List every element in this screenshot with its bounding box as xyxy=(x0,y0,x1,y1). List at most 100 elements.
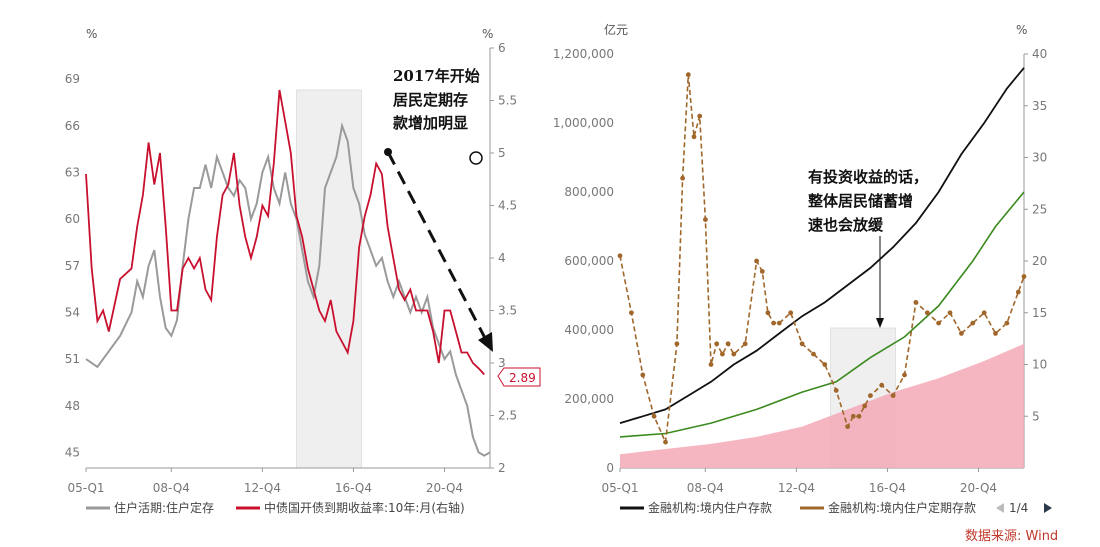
y2-tick-label: 35 xyxy=(1032,99,1047,113)
series-brown-point xyxy=(708,362,714,367)
y-tick-label: 60 xyxy=(65,212,80,226)
y2-tick-label: 4.5 xyxy=(498,199,517,213)
end-value-box xyxy=(497,367,541,387)
series-brown-point xyxy=(947,310,953,316)
y2-tick-label: 2 xyxy=(498,461,506,475)
series-green-line xyxy=(619,191,1025,438)
y-tick-label: 1,200,000 xyxy=(553,47,614,61)
series-brown-point xyxy=(879,382,885,388)
right-annotation-line-1: 有投资收益的话， xyxy=(808,168,928,186)
series-brown-point xyxy=(651,413,657,419)
right-chart-x-ticks: 05-Q1 08-Q4 12-Q4 16-Q4 20-Q4 xyxy=(601,468,997,495)
series-brown-point xyxy=(685,72,691,78)
triangle-right-icon[interactable] xyxy=(1044,503,1052,513)
y-tick-label: 800,000 xyxy=(564,185,614,199)
right-chart-series xyxy=(617,67,1027,468)
series-black-line xyxy=(619,67,1025,424)
series-brown-point xyxy=(936,320,941,326)
y2-tick-label: 3 xyxy=(498,356,506,370)
x-tick-label: 08-Q4 xyxy=(153,481,190,495)
x-tick-label: 16-Q4 xyxy=(869,481,906,495)
right-annotation-line-3: 速也会放缓 xyxy=(808,216,884,234)
y2-tick-label: 3.5 xyxy=(498,304,517,318)
y2-tick-label: 40 xyxy=(1032,47,1047,61)
legend-label-brown: 金融机构:境内住户定期存款 xyxy=(828,500,976,515)
series-brown-point xyxy=(811,351,816,357)
series-brown-point xyxy=(902,372,907,378)
triangle-left-icon[interactable] xyxy=(996,503,1004,513)
series-brown-point xyxy=(959,331,964,336)
trend-arrow-start xyxy=(384,148,392,156)
x-tick-label: 20-Q4 xyxy=(960,481,997,495)
legend-label-gray: 住户活期:住户定存 xyxy=(114,500,214,515)
trend-arrow-head xyxy=(478,332,493,352)
series-brown-point xyxy=(913,300,919,305)
series-red-line xyxy=(85,89,485,376)
y-tick-label: 69 xyxy=(65,72,80,86)
y2-tick-label: 5 xyxy=(1032,409,1040,423)
x-tick-label: 16-Q4 xyxy=(335,481,372,495)
series-brown-point xyxy=(1021,274,1027,279)
data-source: 数据来源: Wind xyxy=(965,529,1058,544)
y-tick-label: 57 xyxy=(65,259,80,273)
y2-tick-label: 15 xyxy=(1032,306,1047,320)
y-tick-label: 66 xyxy=(65,119,80,133)
series-brown-point xyxy=(617,253,623,259)
series-brown-point xyxy=(981,310,987,316)
left-chart-right-axis-ticks: 2 2.5 3 3.5 4 4.5 5 5.5 6 xyxy=(490,41,517,475)
series-brown-point xyxy=(822,362,828,367)
marker-circle xyxy=(469,151,483,165)
annotation-pointer-head xyxy=(876,318,884,328)
series-brown-point xyxy=(720,351,725,357)
right-chart: 亿元 % 0 200,000 400,000 600,000 800,000 1,000,… xyxy=(553,22,1058,544)
series-brown-point xyxy=(993,331,998,336)
left-chart-series xyxy=(85,89,491,457)
y-tick-label: 51 xyxy=(65,352,80,366)
series-brown-point xyxy=(850,413,856,419)
series-brown-point xyxy=(788,310,794,316)
series-brown-point xyxy=(674,341,680,347)
series-brown-point xyxy=(771,320,776,326)
left-shaded-region xyxy=(296,89,362,469)
series-brown-point xyxy=(799,341,805,347)
series-brown-point xyxy=(691,134,697,140)
left-annotation-line-1: 2017年开始 xyxy=(393,67,480,85)
left-chart-x-ticks: 05-Q1 08-Q4 12-Q4 16-Q4 20-Q4 xyxy=(67,468,463,495)
end-value-text: 2.89 xyxy=(509,371,536,385)
series-brown-point xyxy=(742,341,748,347)
series-brown-point xyxy=(629,310,634,316)
series-brown-point xyxy=(703,217,708,223)
series-brown-point xyxy=(697,113,703,119)
series-brown-point xyxy=(868,393,873,398)
series-brown-point xyxy=(856,413,862,419)
series-brown-point xyxy=(725,341,731,347)
right-annotation-line-2: 整体居民储蓄增 xyxy=(808,192,913,210)
series-brown-point xyxy=(1004,320,1010,326)
y2-tick-label: 5 xyxy=(498,146,506,160)
y-tick-label: 600,000 xyxy=(564,254,614,268)
series-brown-point xyxy=(731,351,737,357)
legend-label-red: 中债国开债到期收益率:10年:月(右轴) xyxy=(264,500,465,515)
y2-tick-label: 5.5 xyxy=(498,94,517,108)
series-brown-point xyxy=(845,424,850,429)
series-brown-line xyxy=(619,74,1025,446)
series-gray-line xyxy=(85,121,491,457)
right-y2-unit: % xyxy=(1016,23,1027,37)
series-brown-point xyxy=(759,269,765,274)
left-chart: % % 45 48 51 54 57 60 63 66 69 2 2.5 3 3.5 4 4.5 5 5.5 6… xyxy=(65,27,541,515)
y2-tick-label: 10 xyxy=(1032,358,1047,372)
left-annotation-line-3: 款增加明显 xyxy=(393,114,468,132)
left-chart-left-axis-ticks: 45 48 51 54 57 60 63 66 69 xyxy=(65,72,80,459)
left-annotation-line-2: 居民定期存 xyxy=(393,91,468,109)
trend-arrow-line xyxy=(386,151,488,341)
series-brown-point xyxy=(862,403,868,409)
series-brown-point xyxy=(765,310,771,316)
x-tick-label: 20-Q4 xyxy=(426,481,463,495)
pagination: 1/4 xyxy=(996,501,1052,515)
y-tick-label: 200,000 xyxy=(564,392,614,406)
y2-tick-label: 20 xyxy=(1032,254,1047,268)
y-tick-label: 48 xyxy=(65,399,80,413)
y2-tick-label: 6 xyxy=(498,41,506,55)
series-brown-point xyxy=(754,258,759,264)
right-legend: 金融机构:境内住户存款 金融机构:境内住户定期存款 xyxy=(620,500,976,515)
